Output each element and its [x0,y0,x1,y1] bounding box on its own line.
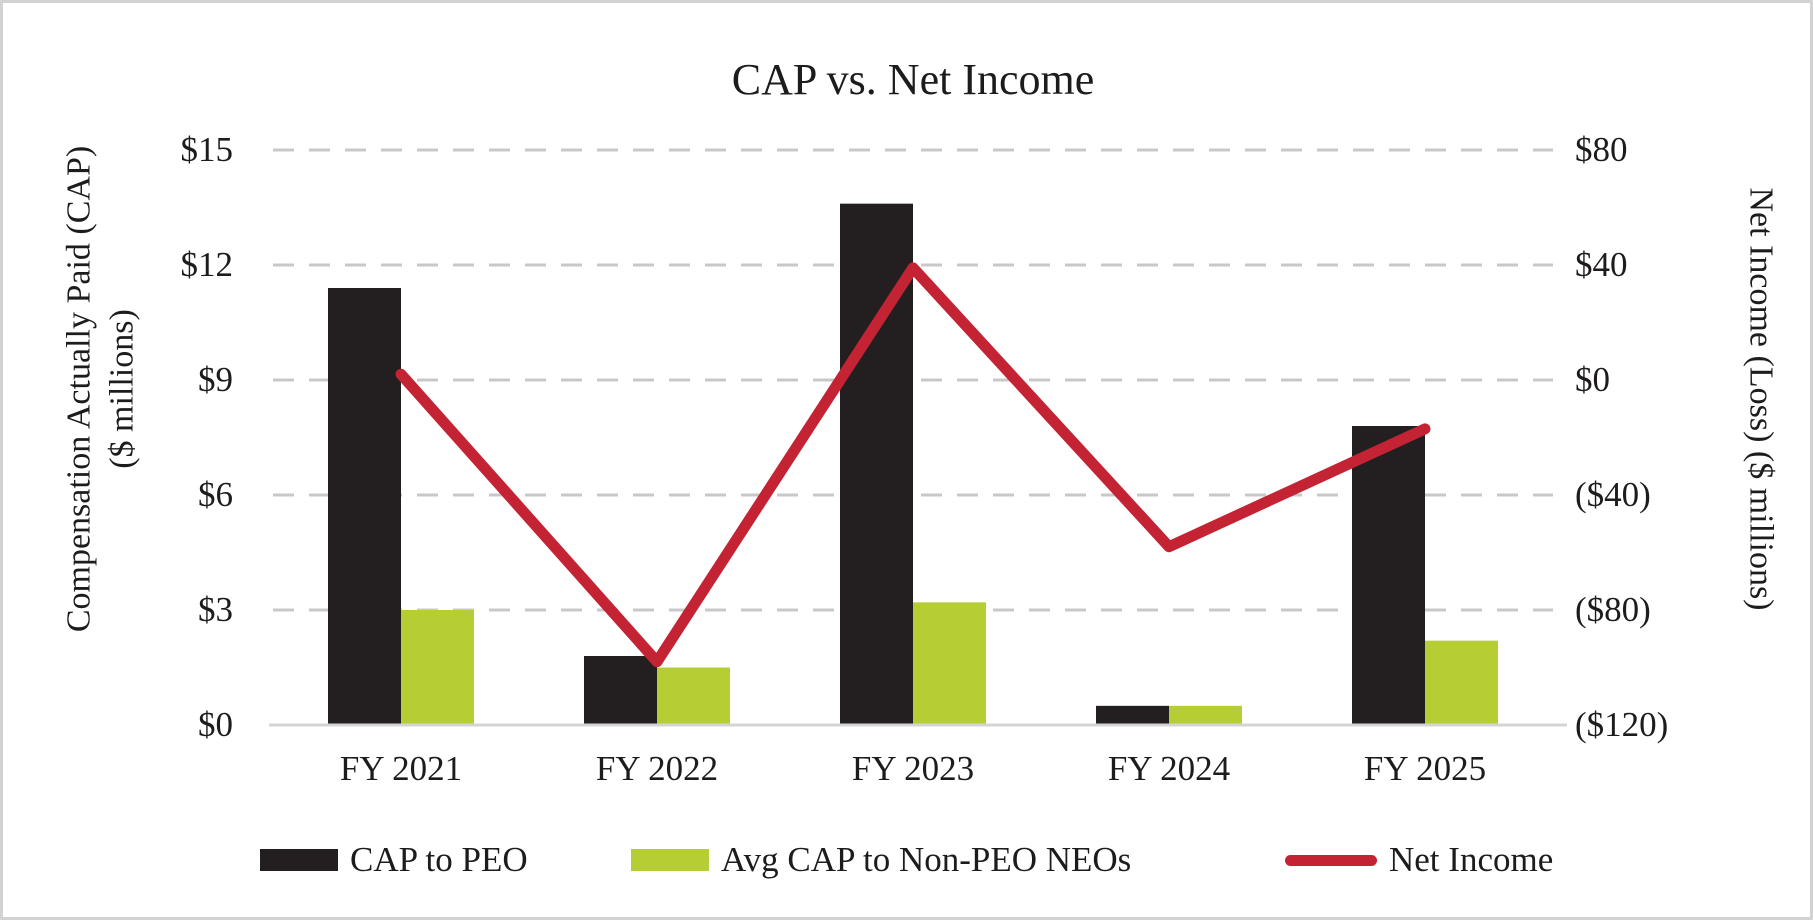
left-axis-tick-3: $3 [198,590,233,629]
bar-cap-to-peo-1 [584,656,657,725]
left-axis-tick-0: $0 [198,705,233,744]
left-axis-tick-9: $9 [198,360,233,399]
left-axis-tick-6: $6 [198,475,233,514]
x-label-fy2023: FY 2023 [851,749,975,788]
plot-area [269,148,1567,727]
x-label-fy2024: FY 2024 [1107,749,1231,788]
net-income-line [395,262,1431,668]
bar-cap-to-peo-4 [1352,426,1425,725]
right-axis-tick-n80: ($80) [1575,590,1651,629]
legend-label-avg-cap-non-peo: Avg CAP to Non-PEO NEOs [721,840,1132,879]
x-label-fy2021: FY 2021 [339,749,463,788]
legend-label-net-income: Net Income [1389,840,1554,879]
legend-label-cap-to-peo: CAP to PEO [350,840,528,879]
left-axis-tick-15: $15 [180,130,234,169]
legend-swatch-red-line [1285,854,1377,866]
chart-title: CAP vs. Net Income [731,55,1095,104]
x-label-fy2025: FY 2025 [1363,749,1487,788]
legend-item-avg-cap-non-peo: Avg CAP to Non-PEO NEOs [631,835,1131,885]
legend: CAP to PEO Avg CAP to Non-PEO NEOs Net I… [3,835,1810,885]
legend-swatch-green-bar [631,849,709,871]
right-axis-tick-80: $80 [1575,130,1628,169]
bar-avg-cap-non-peo-3 [1169,705,1242,725]
bar-cap-to-peo-3 [1096,705,1169,725]
right-axis-tick-40: $40 [1575,245,1628,284]
legend-swatch-black-bar [260,849,338,871]
legend-item-cap-to-peo: CAP to PEO [260,835,528,885]
left-axis-tick-12: $12 [180,245,234,284]
bar-avg-cap-non-peo-4 [1425,640,1498,725]
right-axis-tick-0: $0 [1575,360,1610,399]
bar-cap-to-peo-0 [328,288,401,725]
right-axis-tick-n120: ($120) [1575,705,1669,744]
bar-avg-cap-non-peo-1 [657,667,730,725]
right-axis-tick-n40: ($40) [1575,475,1651,514]
bar-avg-cap-non-peo-2 [913,602,986,725]
x-label-fy2022: FY 2022 [595,749,719,788]
legend-item-net-income: Net Income [1285,835,1553,885]
bar-avg-cap-non-peo-0 [401,610,474,725]
